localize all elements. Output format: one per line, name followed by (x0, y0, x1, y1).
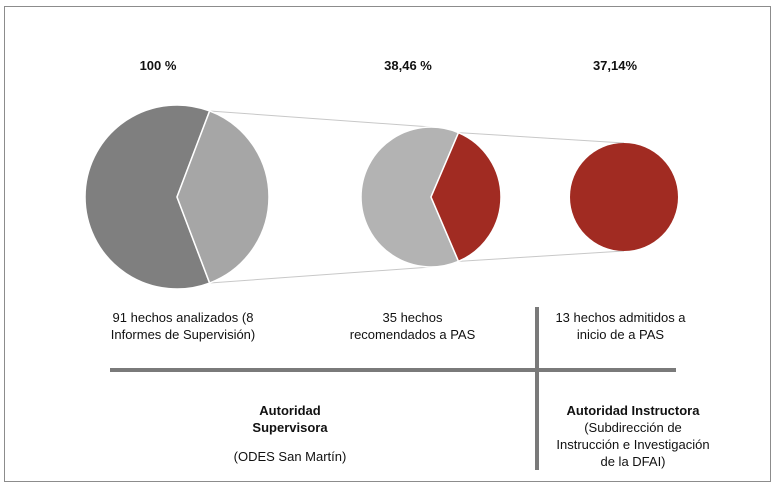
connector-lines (209, 110, 625, 284)
connector-1-top (209, 110, 432, 128)
stage-2-percent: 38,46 % (384, 58, 432, 73)
instructora-title: Autoridad Instructora (566, 403, 700, 418)
vertical-divider (535, 307, 539, 470)
supervisora-title-line2: Supervisora (252, 420, 328, 435)
stage-1-caption: 91 hechos analizados (8 Informes de Supe… (110, 310, 256, 342)
stage-3-pie (570, 143, 678, 251)
figure-frame (4, 6, 771, 482)
instructora-subtitle-line3: de la DFAI) (600, 454, 666, 469)
connector-2-top (458, 132, 625, 144)
pies (84, 104, 678, 290)
horizontal-divider (110, 368, 676, 372)
instructora-subtitle-line2: Instrucción e Investigación (556, 437, 710, 452)
stage-1-percent: 100 % (139, 58, 177, 73)
connector-2-bottom (458, 250, 625, 262)
stage-2-pie-highlight (430, 131, 502, 263)
stage-1-pie-highlight (176, 110, 270, 284)
instructora-subtitle-line1: (Subdirección de (584, 420, 682, 435)
stage-2-caption: 35 hechos recomendados a PAS (349, 310, 476, 342)
connector-1-bottom (209, 266, 432, 284)
stage-3-caption: 13 hechos admitidos a inicio de a PAS (555, 310, 686, 342)
stage-3-percent: 37,14% (592, 58, 638, 73)
stage-2-pie-base (360, 126, 460, 268)
stage-1-pie-base (84, 104, 211, 290)
supervisora-title-line1: Autoridad (259, 403, 321, 418)
supervisora-subtitle: (ODES San Martín) (233, 449, 347, 464)
